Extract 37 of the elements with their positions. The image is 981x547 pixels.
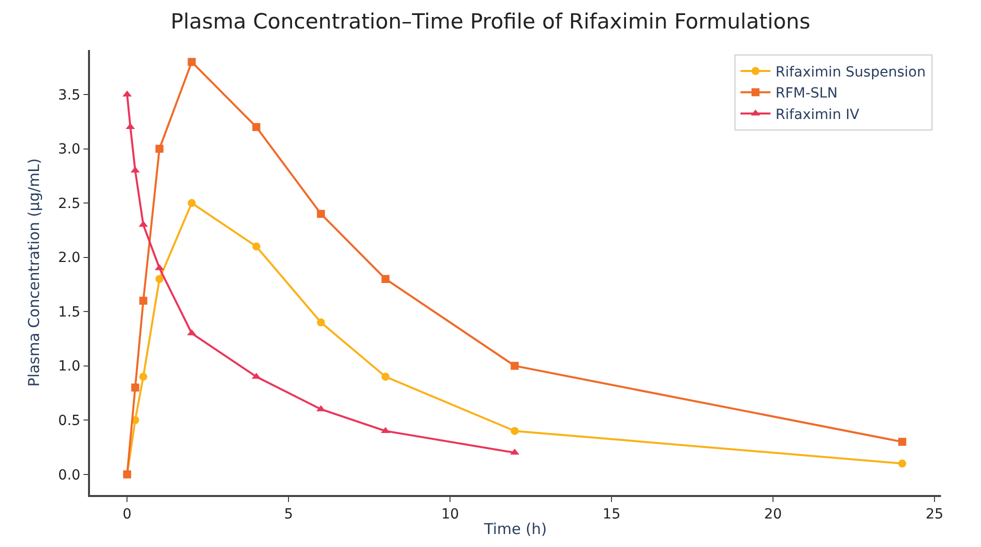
y-tick-label: 2.0 [58, 250, 80, 266]
point [139, 372, 148, 381]
y-tick-label: 1.5 [58, 304, 80, 320]
point [139, 296, 148, 305]
point [898, 438, 906, 446]
y-tick-label: 1.0 [58, 358, 80, 375]
point [316, 210, 325, 218]
chart-title: Plasma Concentration–Time Profile of Rifaximin Formulations [170, 9, 810, 34]
x-axis-title: Time (h) [483, 520, 547, 538]
point [382, 372, 390, 381]
y-tick-label: 0.5 [58, 413, 80, 430]
point [155, 144, 164, 153]
point [131, 384, 140, 392]
legend-label: Rifaximin Suspension [775, 64, 926, 81]
x-tick-label: 0 [122, 506, 132, 523]
x-tick-label: 20 [764, 506, 782, 523]
x-tick-label: 25 [926, 506, 944, 523]
point [252, 242, 260, 250]
point [898, 460, 906, 468]
y-tick-label: 3.5 [58, 87, 80, 104]
x-tick-label: 15 [602, 506, 620, 523]
x-tick-label: 5 [284, 506, 294, 523]
point [510, 362, 519, 370]
point [510, 426, 519, 435]
legend-label: Rifaximin IV [775, 106, 860, 123]
y-tick-label: 0.0 [58, 467, 80, 484]
point [155, 275, 164, 284]
point [316, 318, 325, 326]
point [188, 58, 196, 66]
y-tick-label: 2.5 [58, 196, 80, 212]
y-tick-label: 3.0 [58, 142, 80, 158]
point [252, 123, 260, 132]
y-axis-title: Plasma Concentration (μg/mL) [24, 158, 43, 387]
legend-label: RFM-SLN [775, 86, 838, 102]
x-tick-label: 10 [441, 506, 460, 523]
point [382, 275, 390, 284]
point [188, 199, 196, 208]
